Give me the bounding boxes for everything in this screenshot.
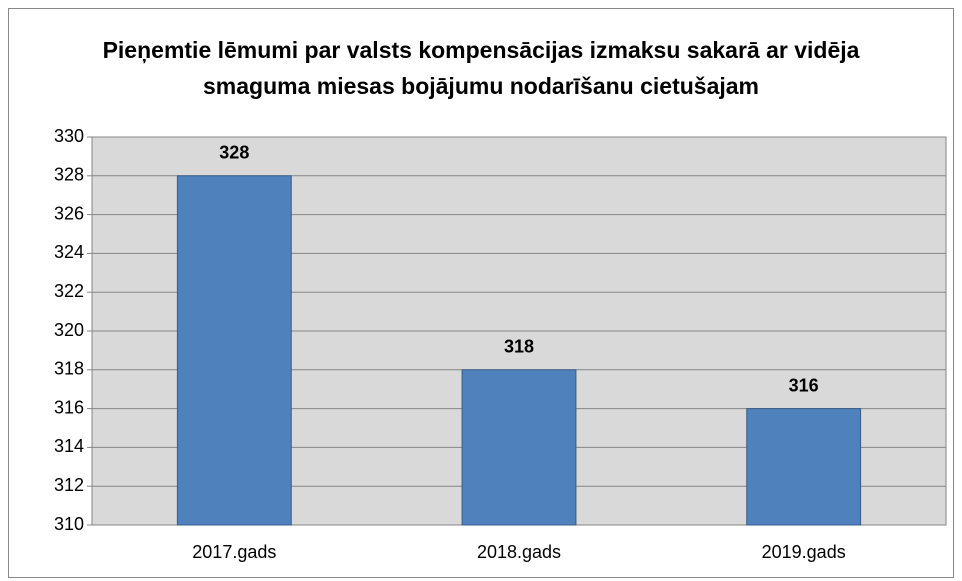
bar [746,408,862,526]
data-label: 318 [504,337,534,357]
y-tick-label: 314 [54,436,84,456]
y-tick-label: 324 [54,242,84,262]
x-tick-label: 2017.gads [192,542,276,562]
y-tick-label: 322 [54,281,84,301]
x-tick-label: 2019.gads [762,542,846,562]
data-label: 328 [219,143,249,163]
y-tick-label: 318 [54,359,84,379]
y-tick-label: 316 [54,397,84,417]
bar [461,369,577,526]
bar [176,175,292,526]
y-tick-label: 328 [54,165,84,185]
chart-frame [8,8,954,578]
y-tick-label: 320 [54,320,84,340]
data-label: 316 [789,375,819,395]
y-tick-label: 310 [54,514,84,534]
x-tick-label: 2018.gads [477,542,561,562]
y-tick-label: 330 [54,126,84,146]
chart-title: Pieņemtie lēmumi par valsts kompensācija… [102,37,860,99]
y-tick-label: 326 [54,203,84,223]
y-tick-label: 312 [54,475,84,495]
